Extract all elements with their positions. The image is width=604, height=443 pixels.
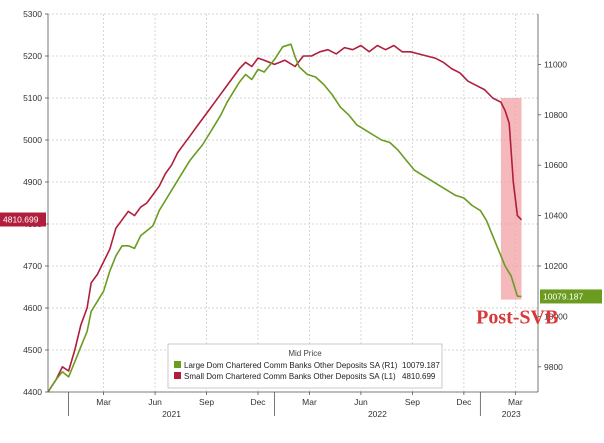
series-line-small-banks xyxy=(47,44,523,393)
right-axis-ticks: 9800 10000 10200 10400 10600 10800 11000 xyxy=(538,59,568,372)
left-axis-ticks: 4400450046004700480049005000510052005300 xyxy=(23,9,48,397)
x-month-label: Mar xyxy=(96,397,111,407)
left-tick-label: 5300 xyxy=(23,9,42,19)
legend-label-large-banks: Large Dom Chartered Comm Banks Other Dep… xyxy=(184,361,398,370)
left-tick-label: 4700 xyxy=(23,261,42,271)
left-flag-value: 4810.699 xyxy=(3,215,39,225)
legend-box xyxy=(167,343,443,389)
left-tick-label: 5000 xyxy=(23,135,42,145)
post-svb-annotation: Post-SVB xyxy=(476,307,558,329)
left-flag-background xyxy=(0,212,46,227)
left-tick-label: 4900 xyxy=(23,177,42,187)
right-tick-label: 10000 xyxy=(544,311,568,321)
x-year-label: 2023 xyxy=(502,409,521,419)
left-tick-label: 4500 xyxy=(23,345,42,355)
x-year-label: 2021 xyxy=(162,409,181,419)
post-svb-highlight xyxy=(500,98,522,300)
left-tick-label: 5100 xyxy=(23,93,42,103)
grid-layer xyxy=(48,13,538,393)
x-month-label: Mar xyxy=(302,397,317,407)
right-tick-label: 10600 xyxy=(544,160,568,170)
left-tick-label: 5200 xyxy=(23,51,42,61)
left-last-value-flag: 4810.699 xyxy=(0,212,46,227)
x-month-label: Sep xyxy=(405,397,420,407)
right-flag-background xyxy=(540,289,602,304)
legend-value-large-banks: 10079.187 xyxy=(402,361,440,370)
right-last-value-flag: 10079.187 xyxy=(540,289,602,304)
x-month-label: Dec xyxy=(250,397,266,407)
legend: Mid Price Large Dom Chartered Comm Banks… xyxy=(167,343,443,389)
right-tick-label: 10400 xyxy=(544,211,568,221)
x-month-label: Sep xyxy=(199,397,214,407)
right-tick-label: 9800 xyxy=(544,362,563,372)
x-month-label: Jun xyxy=(148,397,162,407)
x-month-label: Mar xyxy=(508,397,523,407)
legend-label-small-banks: Small Dom Chartered Comm Banks Other Dep… xyxy=(184,372,396,381)
x-year-label: 2022 xyxy=(368,409,387,419)
legend-swatch-large-banks xyxy=(174,361,181,368)
x-month-label: Dec xyxy=(456,397,472,407)
x-month-label: Jun xyxy=(354,397,368,407)
right-tick-label: 10800 xyxy=(544,110,568,120)
legend-title: Mid Price xyxy=(288,349,322,358)
series-layer xyxy=(47,43,523,393)
left-tick-label: 4600 xyxy=(23,303,42,313)
series-line-large-banks xyxy=(47,43,522,393)
legend-swatch-small-banks xyxy=(174,372,181,379)
x-axis-ticks: Mar Jun Sep Dec Mar Jun Sep Dec Mar 2021 2022 2023 xyxy=(68,392,523,419)
right-tick-label: 10200 xyxy=(544,261,568,271)
legend-value-small-banks: 4810.699 xyxy=(402,372,436,381)
right-tick-label: 11000 xyxy=(544,59,567,69)
left-tick-label: 4400 xyxy=(23,387,42,397)
right-flag-value: 10079.187 xyxy=(543,291,583,301)
